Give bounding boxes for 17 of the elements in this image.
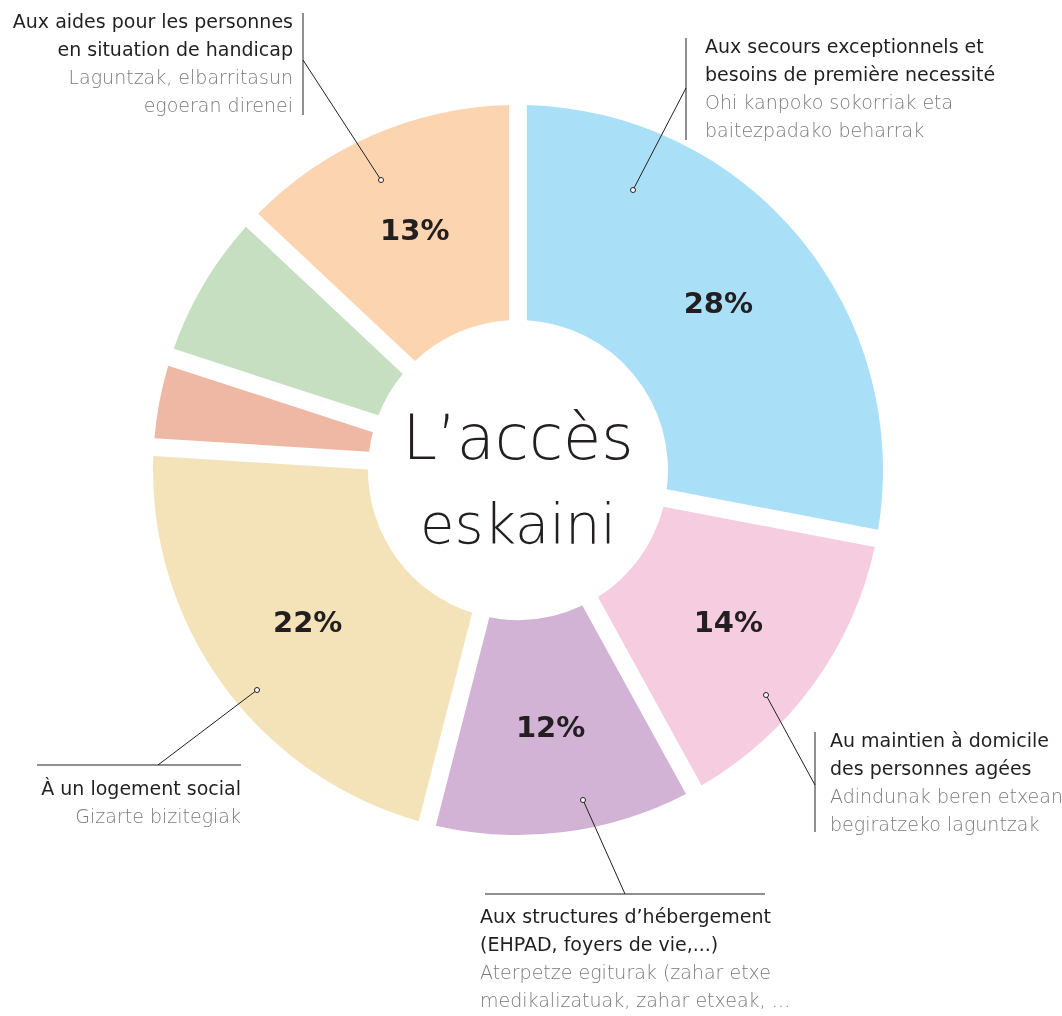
slice-label: Aux structures d’hébergement (EHPAD, foyers de vie,...) [480,905,771,955]
slice-label: Aux aides pour les personnes en situation de handicap [12,10,293,60]
text: Aterpetze egiturak (zahar etxe medikalizatuak, zahar etxeak, … [480,961,791,1011]
text: Ohi kanpoko sokorriak eta baitezpadako beharrak [705,91,954,141]
data-label: 14% [693,604,764,639]
text: Adindunak beren etxean begiratzeko laguntzak [830,785,1062,835]
text: Gizarte bizitegiak [75,805,241,827]
data-label: 13% [380,213,450,248]
text: Laguntzak, elbarritasun egoeran direnei [68,66,293,116]
data-label: 28% [683,286,754,321]
data-label: 22% [272,604,343,639]
text: eskaini [420,491,616,556]
slice-label: Au maintien à domicile des personnes agées [830,729,1049,779]
slice-label: Aux secours exceptionnels et besoins de première necessité [705,35,996,85]
text: L’accès [402,401,634,474]
slice-label: À un logement social [41,777,241,799]
data-label: 12% [515,709,586,744]
